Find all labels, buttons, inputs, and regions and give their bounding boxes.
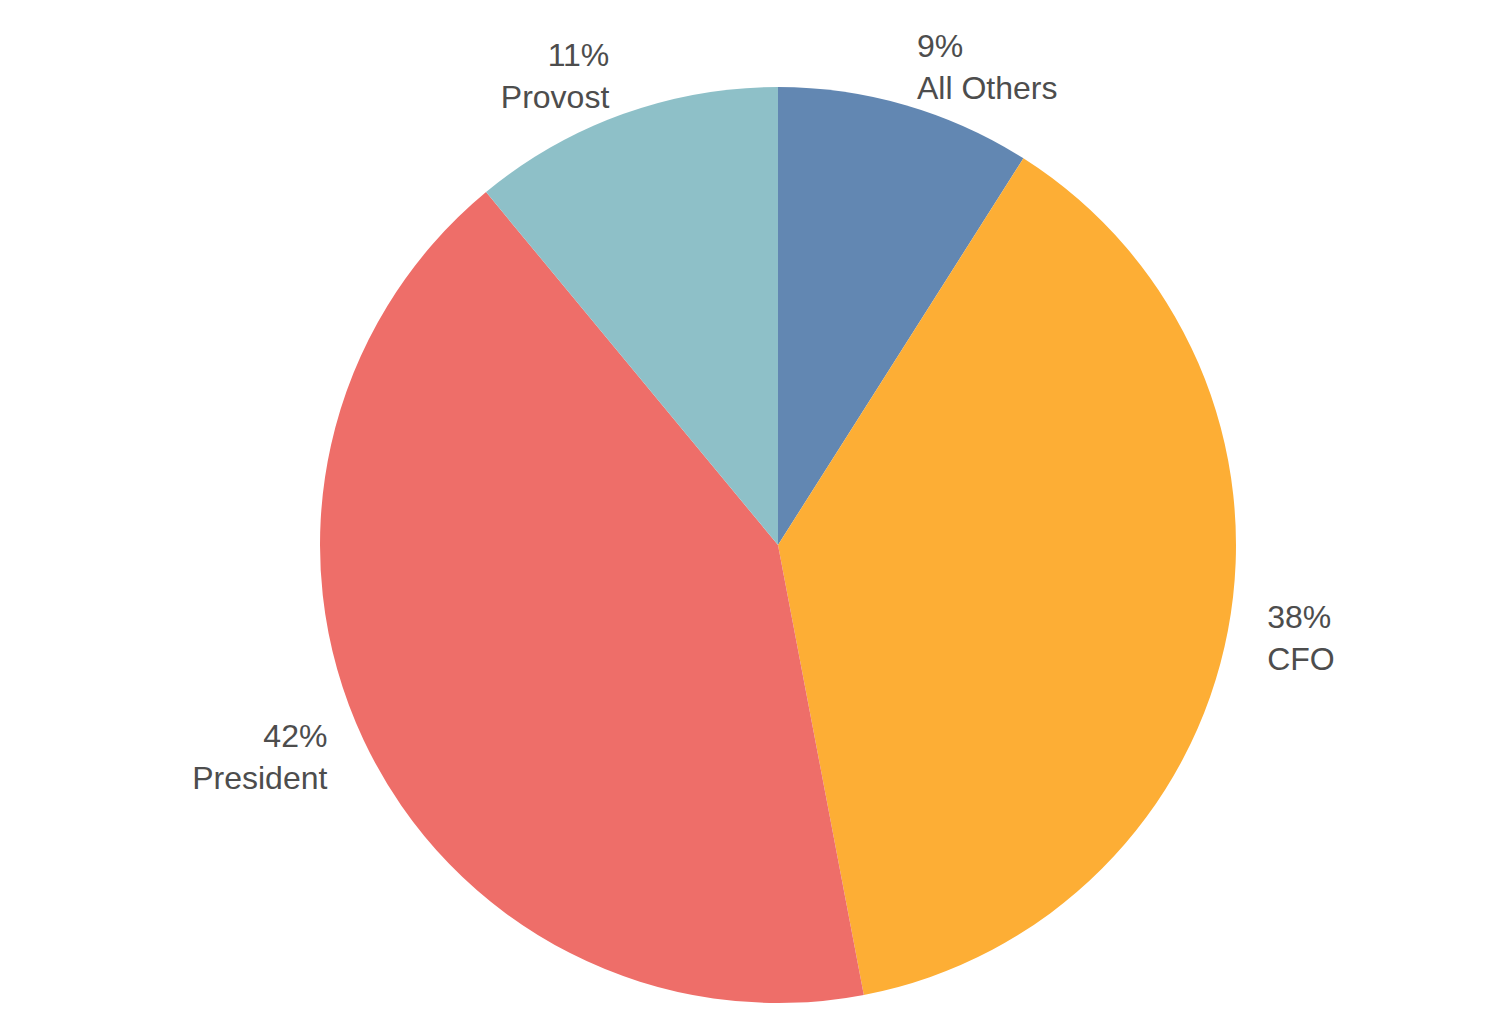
svg-text:11%Provost: 11%Provost	[501, 37, 610, 115]
svg-text:9%All Others: 9%All Others	[917, 28, 1057, 106]
svg-text:42%President: 42%President	[192, 718, 327, 796]
svg-text:38%CFO: 38%CFO	[1267, 599, 1335, 677]
